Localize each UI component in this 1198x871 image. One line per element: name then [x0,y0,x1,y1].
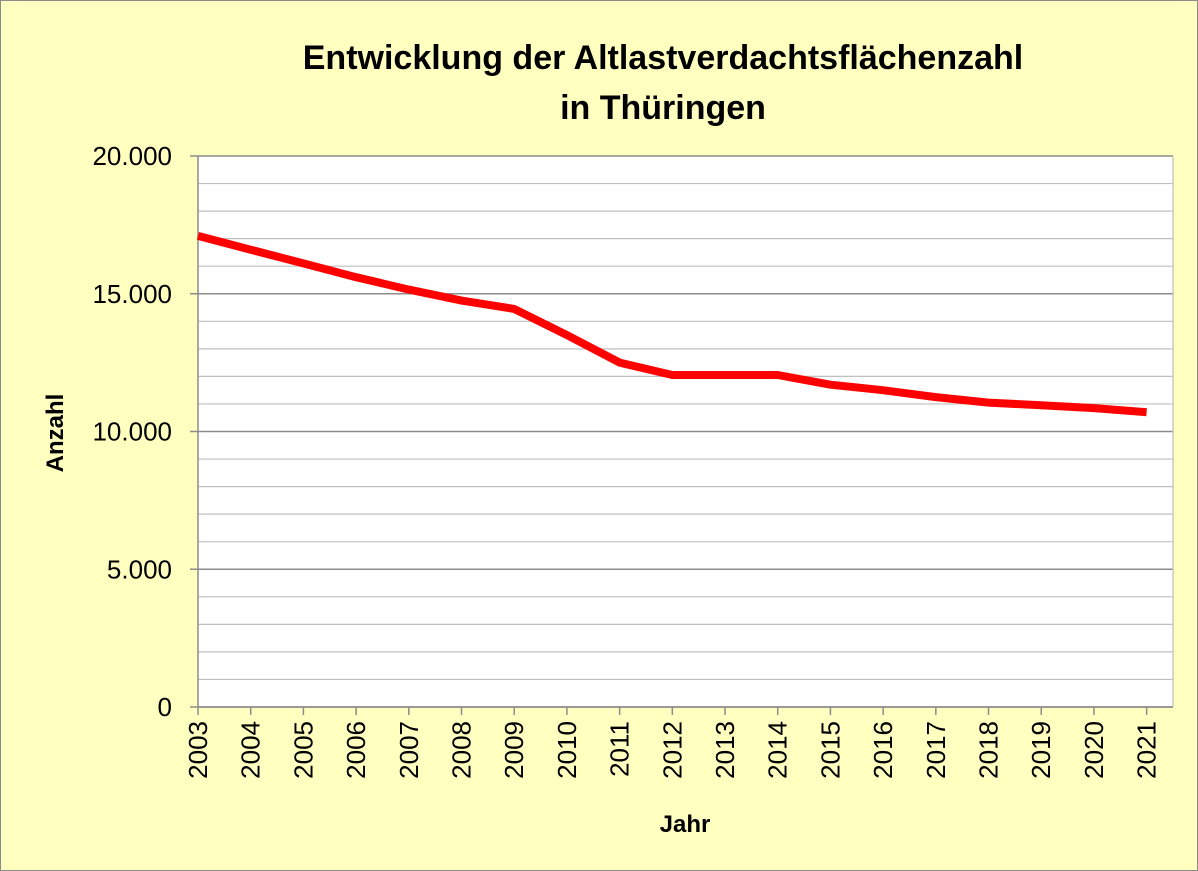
x-tick-label: 2003 [183,721,213,779]
major-gridlines [198,155,1173,708]
y-tick-label: 0 [158,692,172,722]
x-tick-label: 2018 [974,721,1004,779]
y-tick-label: 10.000 [92,417,172,447]
x-tick-label: 2009 [499,721,529,779]
x-tick-label: 2012 [657,721,687,779]
x-tick-label: 2008 [447,721,477,779]
x-tick-label: 2014 [763,721,793,779]
x-tick-label: 2020 [1079,721,1109,779]
x-tick-label: 2021 [1132,721,1162,779]
x-tick-label: 2005 [288,721,318,779]
x-tick-label: 2004 [236,721,266,779]
y-axis-title: Anzahl [42,394,69,473]
x-tick-labels: 2003 2004 2005 2006 2007 2008 2009 2010 2011 2012… [183,721,1162,779]
series-line [196,232,1147,417]
y-tick-label: 20.000 [92,141,172,171]
y-tick-label: 15.000 [92,279,172,309]
y-tick-labels: 0 5.000 10.000 15.000 20.000 [92,141,172,722]
x-tick-label: 2015 [815,721,845,779]
chart-title-line-2: in Thüringen [560,89,766,127]
x-tick-label: 2010 [552,721,582,779]
series-group [196,232,1147,417]
x-tick-label: 2011 [605,721,635,777]
chart-title-line-1: Entwicklung der Altlastverdachtsflächenz… [303,39,1023,77]
x-axis-title: Jahr [660,811,711,838]
y-tick-label: 5.000 [107,554,172,584]
x-tick-label: 2017 [921,721,951,779]
axes [190,155,1174,715]
x-tick-label: 2007 [394,721,424,779]
x-tick-label: 2013 [710,721,740,779]
x-tick-label: 2016 [868,721,898,779]
x-tick-label: 2006 [341,721,371,779]
x-tick-label: 2019 [1026,721,1056,779]
